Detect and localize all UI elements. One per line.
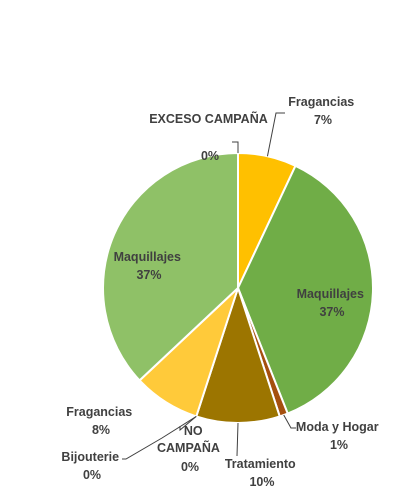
leader-line-exceso-campana	[232, 141, 239, 153]
leader-line-fragancias-7	[266, 112, 285, 157]
data-label-no-campana: NO CAMPAÑA 0%	[157, 424, 223, 474]
leader-line-no-campana	[179, 416, 197, 432]
leader-line-bijouterie	[122, 415, 197, 460]
leader-lines	[122, 112, 296, 460]
data-label-exceso-campana: EXCESO CAMPAÑA 0%	[149, 111, 271, 163]
pie-slice-tratamiento-3	[195, 284, 281, 424]
data-label-maquillajes-left: Maquillajes 37%	[114, 250, 185, 282]
data-label-fragancias-8: Fragancias 8%	[66, 405, 136, 437]
pie-slice-maquillajes-7	[102, 151, 239, 382]
pie-slices	[102, 151, 374, 424]
data-label-bijouterie: Bijouterie 0%	[61, 450, 122, 482]
data-label-maquillajes-right: Maquillajes 37%	[297, 287, 368, 319]
data-label-tratamiento: Tratamiento 10%	[225, 457, 299, 489]
data-label-fragancias-7: Fragancias 7%	[288, 95, 358, 127]
leader-line-moda-y-hogar	[283, 414, 296, 429]
pie-slice-maquillajes-1	[236, 164, 374, 415]
data-label-moda-y-hogar: Moda y Hogar 1%	[296, 420, 382, 452]
leader-line-tratamiento	[236, 422, 239, 457]
